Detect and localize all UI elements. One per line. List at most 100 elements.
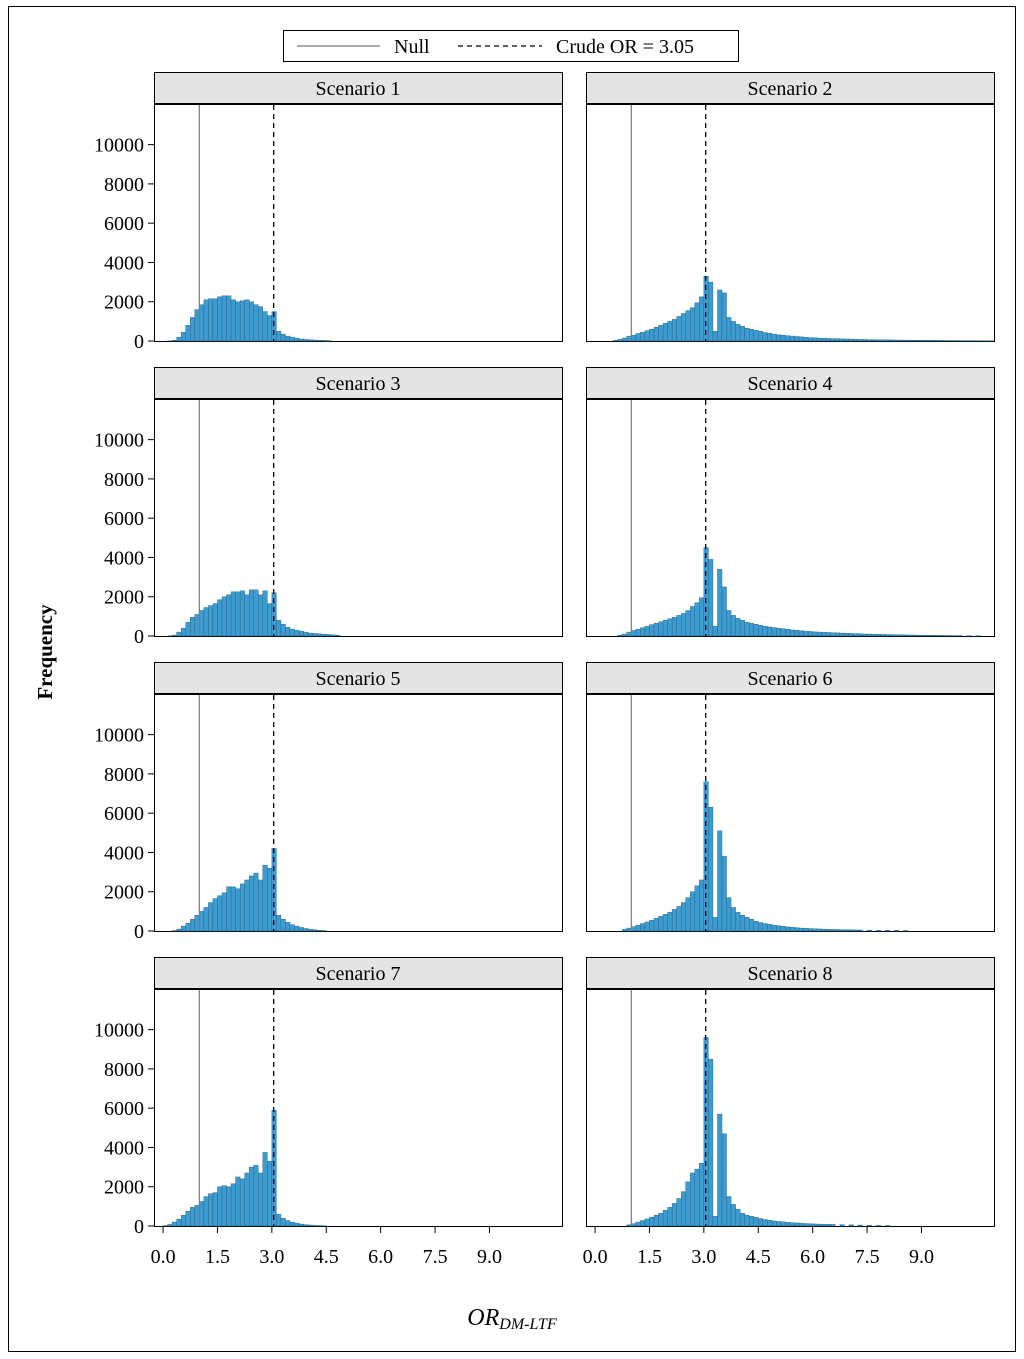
histogram-bar	[807, 631, 813, 637]
histogram-bar	[676, 316, 682, 342]
y-tick-label: 10000	[94, 430, 144, 452]
histogram-bar	[821, 1224, 827, 1227]
histogram-bar	[176, 1218, 182, 1227]
histogram-bar	[739, 915, 745, 932]
y-tick-label: 10000	[94, 725, 144, 747]
histogram-bar	[221, 295, 227, 342]
histogram-bar	[662, 914, 668, 932]
histogram-bar	[735, 912, 741, 932]
histogram-bar	[248, 875, 254, 932]
histogram-bar	[248, 301, 254, 342]
histogram-bar	[871, 634, 877, 637]
panel-title: Scenario 8	[748, 963, 833, 985]
histogram-bar	[721, 586, 727, 637]
histogram-bar	[244, 299, 250, 342]
histogram-bar	[253, 1164, 259, 1227]
histogram-bar	[681, 1191, 686, 1227]
bars	[626, 1037, 890, 1227]
histogram-bar	[258, 879, 263, 932]
histogram-bar	[194, 1205, 200, 1227]
histogram-bar	[894, 930, 899, 932]
histogram-bar	[871, 339, 877, 342]
histogram-bar	[644, 1218, 650, 1227]
histogram-bar	[649, 1216, 655, 1227]
histogram-bar	[749, 1215, 754, 1227]
histogram-bar	[744, 328, 750, 342]
x-tick-label: 4.5	[314, 1246, 339, 1268]
histogram-bar	[894, 339, 899, 342]
histogram-bar	[671, 909, 677, 932]
histogram-bar	[735, 618, 741, 637]
histogram-bar	[749, 329, 754, 342]
y-tick-label: 4000	[104, 252, 144, 274]
histogram-bar	[771, 1220, 777, 1227]
x-tick-label: 9.0	[909, 1246, 934, 1268]
histogram-bar	[866, 633, 872, 637]
histogram-bar	[317, 930, 322, 932]
histogram-bar	[171, 340, 177, 342]
histogram-bar	[830, 338, 836, 342]
histogram-bar	[907, 634, 913, 637]
histogram-bar	[212, 1192, 218, 1227]
histogram-bar	[640, 923, 646, 932]
histogram-bar	[785, 629, 791, 637]
histogram-bar	[726, 897, 732, 932]
y-tick-label: 10000	[94, 135, 144, 157]
histogram-bar	[631, 1223, 637, 1227]
histogram-bar	[217, 296, 223, 342]
histogram-bar	[848, 929, 854, 932]
histogram-bar	[857, 1224, 863, 1227]
histogram-bar	[866, 1225, 872, 1227]
histogram-bar	[921, 340, 927, 342]
histogram-bar	[230, 299, 236, 342]
histogram-bar	[176, 336, 182, 342]
histogram-bar	[667, 912, 673, 932]
histogram-bar	[821, 338, 827, 342]
histogram-bar	[685, 1181, 691, 1227]
histogram-bar	[671, 1203, 677, 1227]
panel-header	[586, 662, 995, 694]
y-tick-label: 2000	[104, 292, 144, 314]
histogram-bar	[744, 917, 750, 932]
y-tick-label: 0	[134, 331, 144, 353]
histogram-bar	[726, 317, 732, 342]
histogram-bar	[726, 610, 732, 637]
histogram-bar	[298, 630, 304, 637]
histogram-bar	[826, 338, 831, 342]
histogram-bar	[708, 281, 714, 342]
panels-container: Scenario 10200040006000800010000Scenario…	[94, 72, 995, 1268]
histogram-bar	[807, 337, 813, 342]
histogram-bar	[171, 1221, 177, 1227]
histogram-bar	[217, 1186, 223, 1227]
histogram-bar	[276, 330, 282, 342]
histogram-bar	[307, 339, 313, 342]
histogram-bar	[780, 628, 786, 637]
plot-area	[586, 398, 995, 637]
histogram-bar	[221, 596, 227, 637]
y-tick-label: 0	[134, 626, 144, 648]
panel-title: Scenario 5	[316, 668, 401, 690]
histogram-bar	[176, 631, 182, 637]
y-tick-label: 8000	[104, 1059, 144, 1081]
y-tick-label: 6000	[104, 508, 144, 530]
histogram-bar	[721, 1133, 727, 1227]
panel-header	[586, 957, 995, 989]
histogram-bar	[267, 315, 273, 342]
histogram-bar	[762, 1219, 768, 1227]
histogram-bar	[807, 928, 813, 932]
x-axis-label-sub: DM-LTF	[498, 1316, 557, 1333]
histogram-bar	[726, 1196, 732, 1227]
histogram-bar	[898, 634, 904, 637]
histogram-bar	[312, 1225, 318, 1227]
histogram-bar	[180, 331, 186, 342]
histogram-bar	[276, 1214, 282, 1227]
histogram-bar	[226, 295, 232, 342]
histogram-bar	[803, 337, 809, 342]
histogram-bar	[903, 634, 909, 637]
histogram-bar	[622, 633, 627, 637]
histogram-bar	[753, 1217, 759, 1227]
plot-area	[154, 398, 563, 637]
panel-scenario-6: Scenario 6	[586, 662, 995, 932]
histogram-bar	[785, 1222, 791, 1227]
histogram-bar	[835, 338, 841, 342]
